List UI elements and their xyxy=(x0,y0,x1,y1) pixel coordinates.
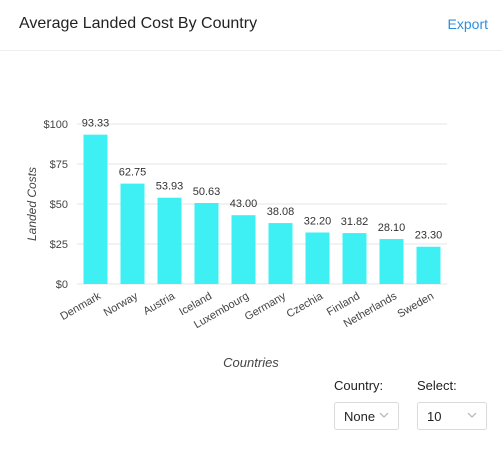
y-axis-label: Landed Costs xyxy=(25,167,39,241)
bar xyxy=(342,233,367,284)
data-label: 50.63 xyxy=(193,186,221,198)
select-label: Select: xyxy=(417,378,457,393)
export-button[interactable]: Export xyxy=(447,16,488,32)
x-tick-label: Norway xyxy=(102,290,141,319)
bar xyxy=(416,246,441,284)
chevron-down-icon xyxy=(467,412,477,418)
bar xyxy=(268,223,293,284)
data-label: 53.93 xyxy=(156,181,184,193)
y-tick-label: $25 xyxy=(50,239,68,251)
x-axis-label: Countries xyxy=(223,355,279,370)
x-tick-label: Austria xyxy=(141,290,177,318)
data-label: 38.08 xyxy=(267,206,295,218)
bar xyxy=(194,202,219,284)
bar xyxy=(120,183,145,284)
chevron-down-icon xyxy=(379,412,389,418)
y-tick-label: $100 xyxy=(44,119,68,131)
data-label: 28.10 xyxy=(378,222,406,234)
data-label: 32.20 xyxy=(304,215,332,227)
country-select[interactable]: None xyxy=(334,402,399,430)
x-tick-label: Sweden xyxy=(396,290,436,320)
bar xyxy=(305,232,330,284)
bar-chart: $0 $25 $50 $75 $100 Landed Costs 93.33 Denmark 6… xyxy=(25,118,447,331)
y-tick-label: $0 xyxy=(56,279,68,291)
bar xyxy=(157,197,182,284)
card-header: Average Landed Cost By Country Export xyxy=(0,0,502,51)
bar xyxy=(231,215,256,284)
data-label: 31.82 xyxy=(341,216,369,228)
data-label: 93.33 xyxy=(82,118,110,130)
bar xyxy=(379,239,404,284)
country-select-value: None xyxy=(344,409,376,424)
bar xyxy=(83,134,108,284)
y-tick-label: $75 xyxy=(50,159,68,171)
x-tick-label: Denmark xyxy=(58,290,103,323)
data-label: 23.30 xyxy=(415,230,443,242)
data-label: 62.75 xyxy=(119,167,147,179)
x-tick-label: Germany xyxy=(243,290,289,323)
x-tick-label: Czechia xyxy=(285,290,326,321)
y-tick-label: $50 xyxy=(50,199,68,211)
country-label: Country: xyxy=(334,378,384,393)
chart-title: Average Landed Cost By Country xyxy=(19,15,258,32)
count-select-value: 10 xyxy=(427,409,442,424)
data-label: 43.00 xyxy=(230,198,258,210)
count-select[interactable]: 10 xyxy=(417,402,487,430)
